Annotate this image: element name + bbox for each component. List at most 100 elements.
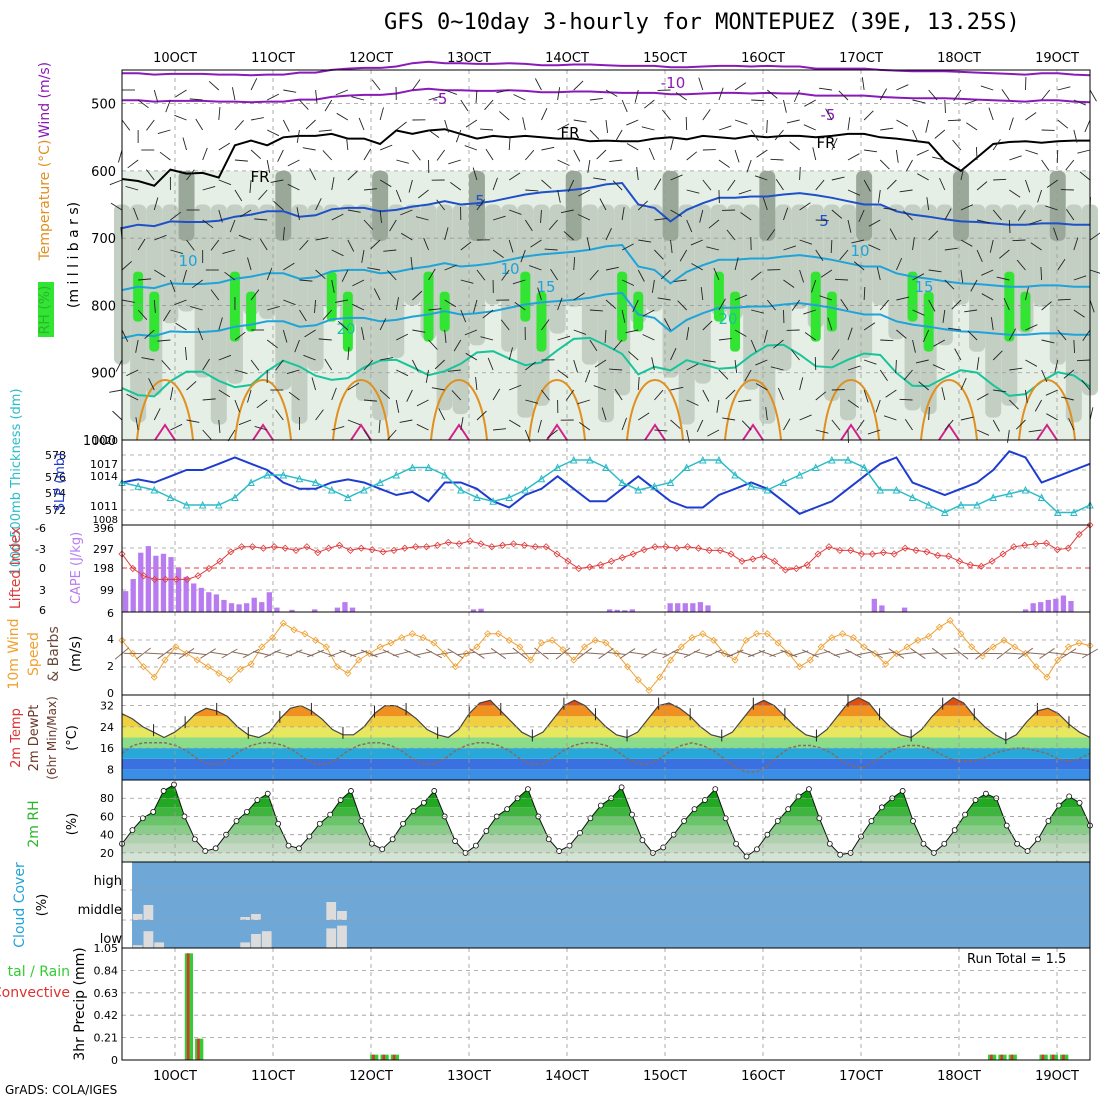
lifted-index-marker [564, 557, 572, 565]
wind-barb [331, 249, 344, 257]
wind-barb [605, 266, 619, 271]
precip-convective-bar [1000, 1054, 1003, 1060]
cloud-box [240, 917, 251, 920]
pressure-tick-label: 900 [91, 367, 116, 382]
wind-barb [675, 92, 687, 101]
thickness-marker [360, 485, 368, 494]
wind-barb [651, 357, 655, 371]
rh-fill-bright [826, 291, 837, 332]
wind-barb [686, 189, 700, 194]
plus30-isotherm [742, 423, 764, 441]
wind-barb [718, 87, 724, 101]
wind-barb [227, 429, 236, 442]
rh-marker [316, 820, 323, 827]
wind-barb [621, 207, 625, 221]
lifted-index-marker [596, 561, 605, 569]
wind-barb [932, 364, 945, 371]
wind-barb [614, 388, 623, 401]
contour-label: FR [250, 168, 269, 186]
rh-marker [618, 784, 625, 791]
wind-barb-10m [555, 647, 571, 660]
cloud-box [240, 942, 251, 948]
wind-barb [218, 389, 231, 398]
wind-barb [189, 98, 203, 101]
wind-barb [686, 363, 699, 371]
wind-barb [799, 269, 805, 283]
wind-barb [1082, 329, 1091, 342]
thickness-tick-label: 576 [45, 471, 66, 484]
lifted-index-marker [238, 543, 246, 551]
wind-barb-10m [178, 648, 195, 659]
wind-barb [1003, 297, 1010, 311]
top-date-label: 15OCT [643, 51, 687, 66]
temp-tick-label: 32 [100, 700, 114, 713]
wind-barb [460, 279, 474, 284]
wind-barb [628, 351, 639, 361]
wind-barb [899, 398, 913, 401]
thickness-marker [747, 482, 756, 490]
wind-tick-label: 0 [107, 687, 114, 700]
cape-bar [871, 598, 877, 612]
wind-barb [165, 99, 171, 113]
wind-barb-10m [521, 652, 540, 655]
wind-barb [1025, 389, 1028, 403]
wind-barb [579, 421, 591, 431]
wind-barb [428, 339, 438, 350]
rh-marker [868, 818, 875, 824]
lifted-index-marker [1075, 530, 1083, 538]
wind-barb [303, 354, 316, 361]
wind-barb [741, 420, 752, 431]
wind-barb [755, 383, 768, 391]
wind-barb [121, 119, 131, 131]
plus25-isotherm [1018, 379, 1076, 441]
wind-barb [444, 264, 457, 271]
wind-barb [976, 181, 988, 191]
wind-barb [508, 172, 521, 181]
wind-barb-10m [457, 651, 476, 656]
wind-barb-10m [898, 651, 917, 656]
wind-barb [609, 368, 623, 371]
wind-barb [175, 89, 187, 98]
minus10-isotherm [122, 60, 1091, 77]
wind-barb-10m [188, 651, 207, 656]
wind-barb [1025, 112, 1037, 121]
rh-marker [556, 848, 563, 854]
wind-speed-marker [946, 617, 954, 625]
wind-speed-marker [591, 636, 599, 644]
wind-barb [525, 399, 539, 404]
wind-barb [677, 300, 687, 311]
wind-speed-marker [709, 636, 718, 644]
wind-barb [980, 85, 994, 91]
wind-barb [436, 199, 446, 211]
lifted-index-marker [488, 543, 496, 551]
wind-barb [642, 309, 655, 317]
thickness-marker [505, 493, 514, 501]
wind-barb [138, 278, 152, 281]
slp-tick-label: 1017 [90, 458, 118, 471]
wind-barb [858, 209, 865, 223]
wind-barb [1073, 309, 1085, 318]
wind-barb [799, 377, 804, 391]
wind-barb [1073, 99, 1087, 106]
wind-barb [331, 279, 335, 293]
wind-barb [679, 249, 688, 262]
thickness-marker [779, 478, 788, 486]
wind-barb [1041, 159, 1050, 171]
wind-barb [605, 299, 617, 309]
wind-barb [803, 309, 816, 315]
wind-barb-10m [941, 652, 960, 655]
wind-barb [673, 279, 687, 283]
wind-barb [880, 127, 894, 131]
cape-bar [289, 609, 295, 612]
wind-barb [1065, 159, 1075, 171]
rh-fill-mid [501, 204, 518, 352]
wind-barb [863, 179, 871, 192]
lifted-index-marker [749, 555, 757, 563]
wind-barb [707, 429, 720, 437]
wind-speed-marker [602, 639, 610, 647]
plus25-isotherm [136, 379, 194, 441]
wind-barb [450, 181, 462, 191]
rh-marker [712, 786, 719, 793]
wind-barb [288, 391, 300, 401]
wind-barb [990, 317, 994, 331]
